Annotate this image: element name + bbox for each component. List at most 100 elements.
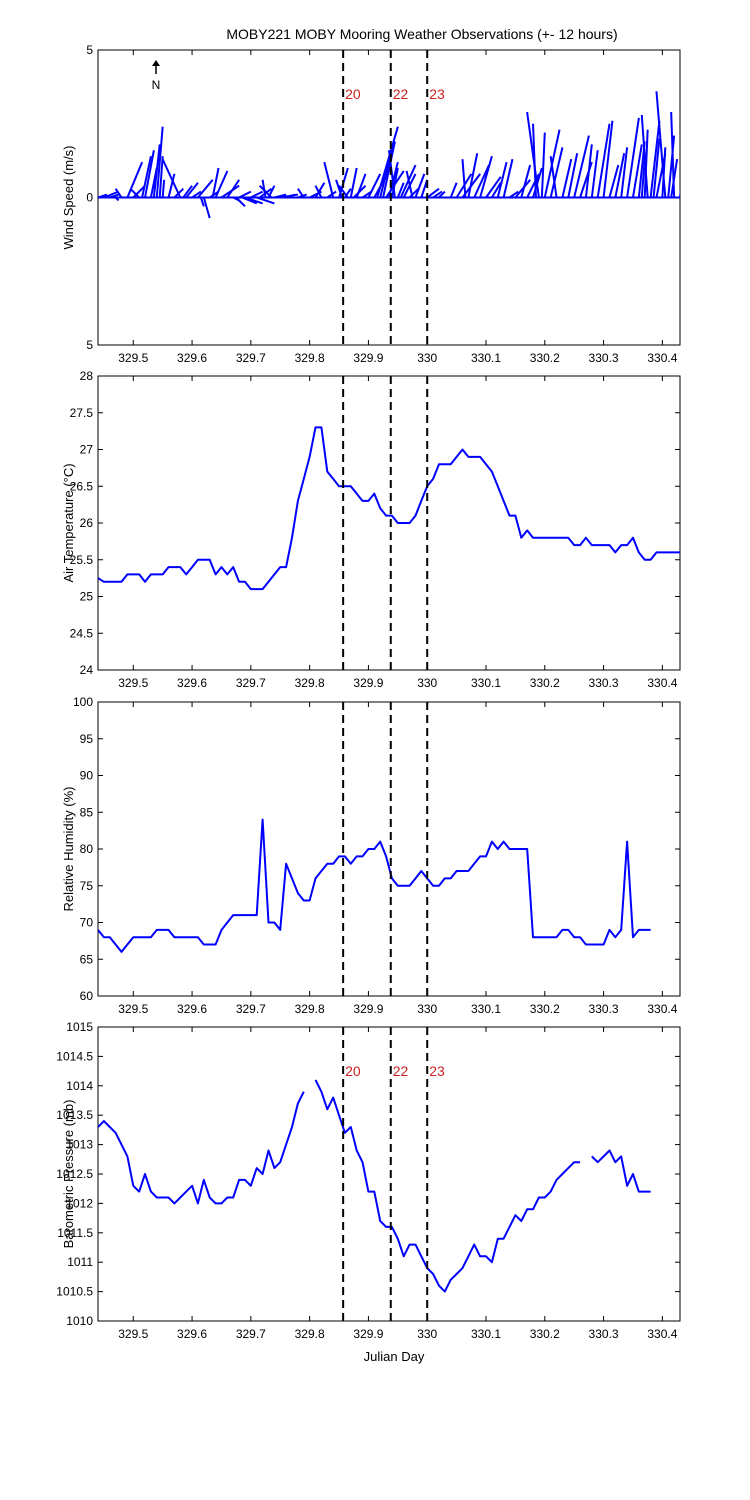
- y-tick-label: 65: [80, 952, 94, 966]
- wind-vector: [655, 91, 667, 198]
- wind-vector: [349, 167, 358, 198]
- wind-vector: [109, 193, 119, 199]
- wind-vector: [155, 126, 164, 198]
- x-tick-label: 329.8: [295, 351, 325, 365]
- wind-vector: [256, 196, 275, 205]
- pressure-panel: Barometric Pressure (mb) 1010 1010.5 1011 10…: [56, 1020, 681, 1341]
- wind-plot-area: [98, 91, 680, 219]
- wind-vector: [126, 161, 144, 198]
- wind-vector: [191, 190, 202, 199]
- wind-vector: [602, 120, 614, 198]
- wind-vector: [244, 196, 263, 205]
- wind-vector: [396, 182, 405, 198]
- x-tick-label: 329.9: [353, 1327, 383, 1341]
- wind-vector: [405, 170, 414, 198]
- x-tick-label: 330.1: [471, 1002, 501, 1016]
- humidity-panel: Relative Humidity (%) 60 65 70 75 80 85 90 95 100…: [61, 695, 681, 1016]
- y-tick-label: 27: [80, 443, 94, 457]
- wind-vector: [549, 147, 564, 198]
- x-tick-label: 329.6: [177, 351, 207, 365]
- y-tick-label: 100: [73, 695, 93, 709]
- wind-vector: [614, 153, 626, 198]
- x-tick-label: 330.1: [471, 1327, 501, 1341]
- x-tick-label: 330.1: [471, 676, 501, 690]
- wind-vector: [670, 111, 676, 198]
- wind-vector: [608, 164, 620, 198]
- chart-title: MOBY221 MOBY Mooring Weather Observation…: [226, 26, 617, 42]
- x-tick-label: 329.6: [177, 676, 207, 690]
- wind-vector: [382, 141, 396, 198]
- x-tick-label: 329.7: [236, 676, 266, 690]
- wind-vector: [590, 150, 599, 198]
- wind-vector: [679, 188, 680, 198]
- x-tick-label: 329.9: [353, 1002, 383, 1016]
- y-tick-label: 1011.5: [57, 1226, 93, 1240]
- y-tick-label: 70: [80, 916, 94, 930]
- y-tick-label: 25: [80, 590, 94, 604]
- wind-vector: [640, 159, 646, 198]
- pressure-y-axis-title: Barometric Pressure (mb): [61, 1100, 76, 1249]
- wind-vector: [508, 190, 519, 199]
- wind-vector: [314, 182, 326, 199]
- wind-vector: [98, 193, 108, 199]
- wind-vector: [261, 179, 267, 198]
- wind-vector: [432, 190, 443, 199]
- wind-vector: [526, 111, 540, 198]
- pressure-series-line: [314, 1079, 581, 1293]
- x-tick-label: 330.3: [589, 676, 619, 690]
- wind-vector: [226, 179, 240, 199]
- y-tick-label: 26.5: [70, 479, 94, 493]
- y-tick-label: 0: [86, 191, 93, 205]
- x-tick-label: 330.4: [647, 1327, 677, 1341]
- wind-y-axis-title: Wind Speed (m/s): [61, 145, 76, 249]
- wind-panel: Wind Speed (m/s) 5 0 5 329.5 329.6 329.7 329.8 3…: [61, 43, 681, 365]
- x-tick-label: 329.5: [118, 351, 148, 365]
- y-tick-label: 1011: [67, 1255, 93, 1269]
- wind-vector: [211, 167, 220, 198]
- wind-vector: [214, 170, 229, 198]
- x-tick-label: 330.4: [647, 351, 677, 365]
- x-tick-label: 330: [417, 1327, 437, 1341]
- air_temp-series-line: [98, 426, 680, 591]
- y-tick-label: 90: [80, 769, 94, 783]
- x-tick-label: 329.8: [295, 1327, 325, 1341]
- wind-vector: [567, 153, 579, 198]
- wind-vector: [161, 158, 182, 198]
- wind-vector: [285, 193, 296, 199]
- wind-vector: [338, 185, 349, 199]
- air_temp-y-axis-title: Air Temperature (°C): [61, 463, 76, 582]
- x-tick-label: 329.7: [236, 351, 266, 365]
- y-tick-label: 1012.5: [56, 1167, 93, 1181]
- x-tick-label: 330: [417, 1002, 437, 1016]
- north-arrow-icon: N: [152, 60, 160, 92]
- wind-vector: [274, 193, 287, 199]
- marker-label-22: 22: [393, 86, 409, 102]
- wind-vector: [652, 138, 661, 198]
- wind-vector: [158, 156, 164, 198]
- wind-vector: [250, 190, 264, 199]
- x-tick-label: 329.9: [353, 676, 383, 690]
- x-tick-label: 330.2: [530, 351, 560, 365]
- humidity-series-line: [98, 818, 651, 953]
- y-tick-label: 25.5: [70, 553, 94, 567]
- wind-vector: [132, 184, 146, 199]
- wind-vector: [129, 187, 140, 199]
- wind-vector: [649, 120, 661, 198]
- wind-vector: [114, 196, 120, 202]
- wind-vector: [631, 144, 643, 198]
- wind-vector: [620, 147, 629, 198]
- x-tick-label: 329.7: [236, 1002, 266, 1016]
- x-tick-label: 329.9: [353, 351, 383, 365]
- wind-vector: [408, 187, 420, 199]
- y-tick-label: 1010: [66, 1314, 93, 1328]
- wind-vector: [596, 123, 611, 198]
- wind-vector: [438, 190, 446, 199]
- wind-vector: [141, 155, 152, 198]
- marker-label-20: 20: [345, 1063, 361, 1079]
- y-tick-label: 60: [80, 989, 94, 1003]
- pressure-plot-area: [98, 1079, 651, 1293]
- wind-vector: [573, 135, 590, 198]
- north-arrow-head: [152, 60, 160, 66]
- wind-vector: [103, 190, 120, 199]
- wind-vector: [323, 161, 335, 198]
